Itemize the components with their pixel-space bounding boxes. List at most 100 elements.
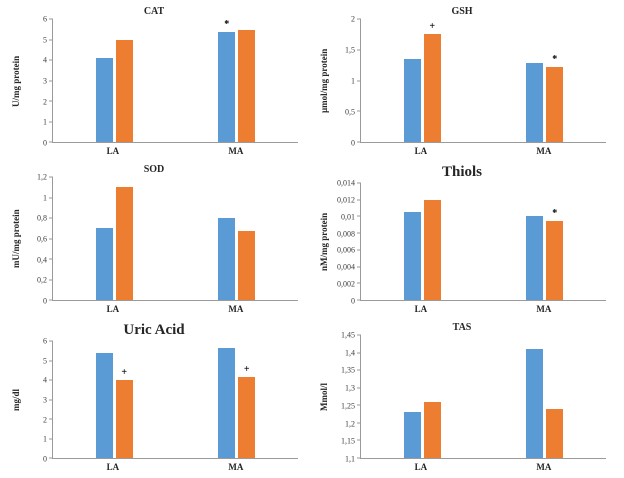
chart-title: Uric Acid [123, 322, 185, 338]
y-tick-label: 1 [43, 193, 47, 203]
y-tick-label: 1,15 [341, 436, 355, 446]
y-tick-label: 0 [43, 454, 47, 464]
bar-group-ma: * [526, 19, 564, 142]
y-tick-label: 2 [43, 415, 47, 425]
y-tick-mark [49, 457, 53, 459]
y-tick-mark [49, 39, 53, 40]
x-axis-label-ma: MA [536, 303, 552, 314]
bar-la-blue [403, 212, 421, 300]
x-axis-label-ma: MA [536, 461, 552, 472]
plot-column: + + LA MA [49, 340, 298, 474]
y-tick-label: 0,01 [341, 212, 355, 222]
bar-ma-orange: * [546, 208, 564, 300]
bar-ma-blue: * [218, 19, 236, 142]
x-axis-labels: LA MA [52, 143, 298, 158]
y-tick-mark [357, 457, 361, 459]
bar-la-orange [423, 401, 441, 458]
chart-title: SOD [143, 164, 165, 175]
y-tick-label: 1,35 [341, 365, 355, 375]
y-tick-mark [49, 100, 53, 102]
y-axis-title: U/mg protein [11, 55, 21, 107]
y-axis-tick-labels: 0 1 2 3 4 5 6 [22, 337, 52, 464]
bar-la-orange: + [115, 367, 133, 458]
plot-area: * [357, 182, 606, 301]
plot-area [357, 334, 606, 459]
y-tick-label: 5 [43, 35, 47, 45]
bar-group-ma: * [526, 183, 564, 300]
x-axis-label-ma: MA [228, 303, 244, 314]
y-tick-mark [357, 282, 361, 284]
y-tick-mark [49, 438, 53, 440]
bar-ma-blue [526, 63, 544, 142]
y-tick-mark [357, 352, 361, 354]
x-axis-label-ma: MA [536, 145, 552, 156]
bar-group-la [95, 177, 133, 300]
y-tick-mark [357, 80, 361, 81]
x-axis-label-la: LA [106, 145, 120, 156]
y-tick-label: 0 [351, 296, 355, 306]
y-tick-label: 0,012 [337, 195, 355, 205]
plot-column: * LA MA [49, 18, 298, 158]
x-axis-label-ma: MA [228, 461, 244, 472]
chart-body: µmol/mg protein 0 0,5 1 1,5 2 + * LA MA [318, 15, 606, 158]
y-tick-mark [357, 387, 361, 389]
x-axis-labels: LA MA [52, 459, 298, 474]
y-tick-label: 0,014 [337, 178, 355, 188]
y-axis-tick-labels: 1,1 1,15 1,2 1,25 1,3 1,35 1,4 1,45 [330, 331, 360, 464]
y-tick-mark [49, 121, 53, 122]
y-tick-label: 1,45 [341, 330, 355, 340]
y-tick-mark [357, 334, 361, 336]
chart-thiols: Thiols nM/mg protein 0 0,002 0,004 0,006 0,008… [312, 160, 620, 318]
y-tick-label: 1,5 [345, 45, 355, 55]
y-tick-mark [49, 176, 53, 178]
x-axis-labels: LA MA [52, 301, 298, 316]
y-tick-label: 0,6 [37, 234, 47, 244]
y-tick-label: 4 [43, 375, 47, 385]
x-axis-labels: LA MA [360, 301, 606, 316]
y-tick-mark [357, 439, 361, 441]
bar-ma-orange [546, 408, 564, 458]
y-tick-mark [49, 141, 53, 143]
y-tick-mark [49, 59, 53, 61]
plot-area [49, 176, 298, 301]
plot-area: * [49, 18, 298, 143]
y-tick-mark [49, 360, 53, 361]
chart-title: CAT [143, 6, 165, 17]
y-tick-label: 2 [43, 97, 47, 107]
y-tick-mark [357, 141, 361, 143]
y-axis-tick-labels: 0 1 2 3 4 5 6 [22, 15, 52, 148]
chart-body: Mmol/l 1,1 1,15 1,2 1,25 1,3 1,35 1,4 1,45 LA MA [318, 331, 606, 474]
y-tick-mark [49, 379, 53, 381]
chart-body: nM/mg protein 0 0,002 0,004 0,006 0,008 0,01 0,… [318, 179, 606, 316]
y-tick-label: 0,5 [345, 107, 355, 117]
y-tick-mark [49, 80, 53, 81]
chart-title: GSH [451, 6, 473, 17]
plot-column: LA MA [49, 176, 298, 316]
chart-sod: SOD mU/mg protein 0 0,2 0,4 0,6 0,8 1 1,2 LA MA [4, 160, 312, 318]
y-tick-label: 6 [43, 14, 47, 24]
y-tick-label: 1 [351, 76, 355, 86]
chart-body: mU/mg protein 0 0,2 0,4 0,6 0,8 1 1,2 LA MA [10, 173, 298, 316]
bar-la-orange [423, 199, 441, 300]
y-axis-title: Mmol/l [319, 383, 329, 411]
x-axis-label-la: LA [414, 303, 428, 314]
y-tick-label: 1 [43, 117, 47, 127]
y-tick-label: 5 [43, 356, 47, 366]
significance-marker: + [243, 364, 250, 376]
y-tick-label: 1,1 [345, 454, 355, 464]
bar-ma-orange: + [238, 364, 256, 458]
bar-la-blue [403, 412, 421, 458]
y-tick-label: 1,2 [37, 172, 47, 182]
plot-column: * LA MA [357, 182, 606, 316]
bar-group-la [403, 335, 441, 458]
y-axis-tick-labels: 0 0,5 1 1,5 2 [330, 15, 360, 148]
y-tick-label: 0,002 [337, 279, 355, 289]
y-tick-label: 4 [43, 55, 47, 65]
bar-group-la: + [95, 341, 133, 458]
y-tick-mark [357, 299, 361, 301]
y-tick-mark [357, 199, 361, 201]
y-tick-mark [357, 422, 361, 424]
significance-marker: * [552, 208, 558, 220]
significance-marker: + [121, 367, 128, 379]
y-tick-mark [357, 232, 361, 234]
